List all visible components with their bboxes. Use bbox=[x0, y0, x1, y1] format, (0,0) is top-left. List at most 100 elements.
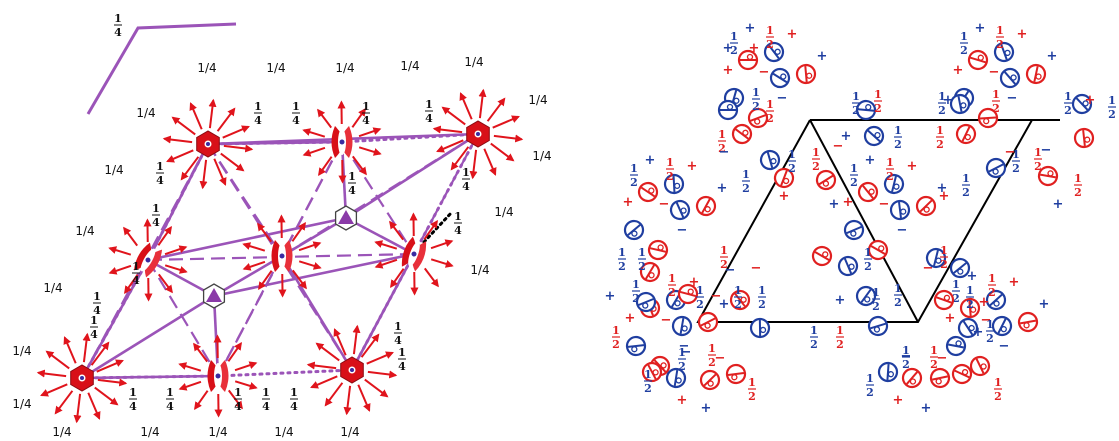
fraction-numerator: 1 bbox=[894, 124, 902, 137]
fraction-numerator: 1 bbox=[810, 324, 818, 337]
spinner-dot bbox=[865, 104, 872, 111]
plus-sign: + bbox=[945, 311, 956, 326]
spinner-5-3 bbox=[969, 355, 991, 377]
fraction-denominator: 2 bbox=[748, 390, 756, 403]
spinner-bar bbox=[701, 198, 711, 214]
spinner-edge-10 bbox=[1037, 165, 1059, 187]
spinner-bar bbox=[766, 152, 774, 168]
eye-node-pupil bbox=[279, 253, 285, 259]
spinner-dot bbox=[631, 230, 638, 237]
spinner-bar bbox=[675, 202, 685, 218]
fraction-denominator: 4 bbox=[454, 224, 462, 237]
spinner-bar bbox=[734, 293, 746, 307]
red-arrow bbox=[423, 220, 438, 240]
plus-sign: + bbox=[623, 195, 634, 210]
plus-sign: + bbox=[1085, 93, 1096, 108]
red-arrow bbox=[234, 380, 258, 390]
fraction-one-half: 12 bbox=[992, 88, 1000, 115]
spinner-dot bbox=[874, 131, 881, 139]
fraction-one-half: 12 bbox=[752, 86, 760, 113]
fraction-one-half: 12 bbox=[936, 124, 944, 151]
minus-sign: − bbox=[681, 345, 692, 360]
red-arrow bbox=[234, 361, 258, 372]
red-arrow bbox=[90, 341, 110, 366]
fraction-one-half: 12 bbox=[940, 244, 948, 271]
fraction-denominator: 2 bbox=[872, 300, 880, 313]
fraction-denominator: 2 bbox=[696, 298, 704, 311]
fraction-one-quarter: 14 bbox=[114, 12, 122, 39]
plus-sign: + bbox=[723, 63, 734, 78]
fraction-numerator: 1 bbox=[994, 376, 1002, 389]
spinner-edge-20 bbox=[933, 289, 955, 311]
spinner-dot bbox=[770, 157, 777, 165]
spinner-bar bbox=[700, 317, 716, 327]
red-arrow bbox=[220, 152, 245, 172]
spinner-dot bbox=[648, 187, 655, 194]
red-arrow bbox=[343, 385, 352, 416]
fraction-denominator: 2 bbox=[810, 338, 818, 351]
eye-node-s2 bbox=[133, 242, 163, 278]
spinner-bar bbox=[645, 264, 655, 280]
spinner-bar bbox=[997, 318, 1007, 334]
fraction-one-quarter: 14 bbox=[129, 386, 137, 413]
spinner-bar bbox=[957, 95, 963, 113]
fraction-denominator: 2 bbox=[988, 286, 996, 299]
red-arrow bbox=[123, 226, 139, 247]
fraction-one-half: 12 bbox=[864, 246, 872, 273]
red-arrow bbox=[54, 390, 74, 415]
spinner-edge-24 bbox=[929, 367, 951, 389]
red-arrow bbox=[441, 106, 466, 126]
spinner-bar bbox=[814, 251, 830, 261]
fraction-denominator: 2 bbox=[894, 296, 902, 309]
fraction-numerator: 1 bbox=[718, 128, 726, 141]
fraction-one-quarter: 14 bbox=[425, 98, 433, 125]
fraction-numerator: 1 bbox=[394, 320, 402, 333]
fraction-numerator: 1 bbox=[872, 286, 880, 299]
spinner-bar bbox=[862, 185, 874, 199]
plus-sign: + bbox=[1017, 27, 1028, 42]
fraction-denominator: 2 bbox=[788, 162, 796, 175]
spinner-bar bbox=[768, 45, 780, 59]
quarter-label: 1/4 bbox=[266, 61, 285, 75]
fraction-numerator: 1 bbox=[1012, 148, 1020, 161]
fraction-one-quarter: 14 bbox=[454, 210, 462, 237]
fraction-one-half: 12 bbox=[886, 156, 894, 183]
spinner-edge-14 bbox=[635, 291, 657, 313]
spinner-dot bbox=[687, 288, 694, 295]
spinner-edge-16 bbox=[729, 289, 751, 311]
red-arrow bbox=[390, 268, 405, 288]
spinner-5-4 bbox=[991, 315, 1013, 337]
plus-sign: + bbox=[953, 63, 964, 78]
quarter-label: 1/4 bbox=[400, 59, 419, 73]
red-arrow bbox=[317, 108, 333, 129]
fraction-numerator: 1 bbox=[852, 90, 860, 103]
minus-sign: − bbox=[725, 263, 736, 278]
minus-sign: − bbox=[677, 223, 688, 238]
fraction-denominator: 4 bbox=[93, 304, 101, 317]
fraction-denominator: 4 bbox=[129, 400, 137, 413]
spinner-dot bbox=[631, 346, 638, 353]
fraction-numerator: 1 bbox=[348, 170, 356, 183]
fraction-denominator: 2 bbox=[930, 358, 938, 371]
red-arrow bbox=[493, 134, 524, 143]
fraction-numerator: 1 bbox=[290, 386, 298, 399]
red-arrow bbox=[97, 378, 128, 387]
spinner-2-1 bbox=[663, 173, 685, 195]
fraction-denominator: 2 bbox=[960, 44, 968, 57]
minus-sign: − bbox=[679, 339, 690, 354]
fraction-numerator: 1 bbox=[696, 284, 704, 297]
spinner-bar bbox=[933, 249, 939, 267]
plus-sign: + bbox=[605, 289, 616, 304]
red-arrow bbox=[193, 342, 209, 363]
fraction-denominator: 2 bbox=[966, 298, 974, 311]
spinner-bar bbox=[947, 343, 965, 349]
red-arrow bbox=[40, 383, 68, 397]
fraction-denominator: 2 bbox=[644, 382, 652, 395]
red-arrow bbox=[242, 260, 266, 271]
spinner-1-0 bbox=[967, 49, 989, 71]
red-arrow bbox=[364, 378, 389, 398]
red-arrow bbox=[94, 386, 119, 406]
fraction-denominator: 4 bbox=[398, 360, 406, 373]
minus-sign: − bbox=[659, 197, 670, 212]
fraction-numerator: 1 bbox=[996, 24, 1004, 37]
